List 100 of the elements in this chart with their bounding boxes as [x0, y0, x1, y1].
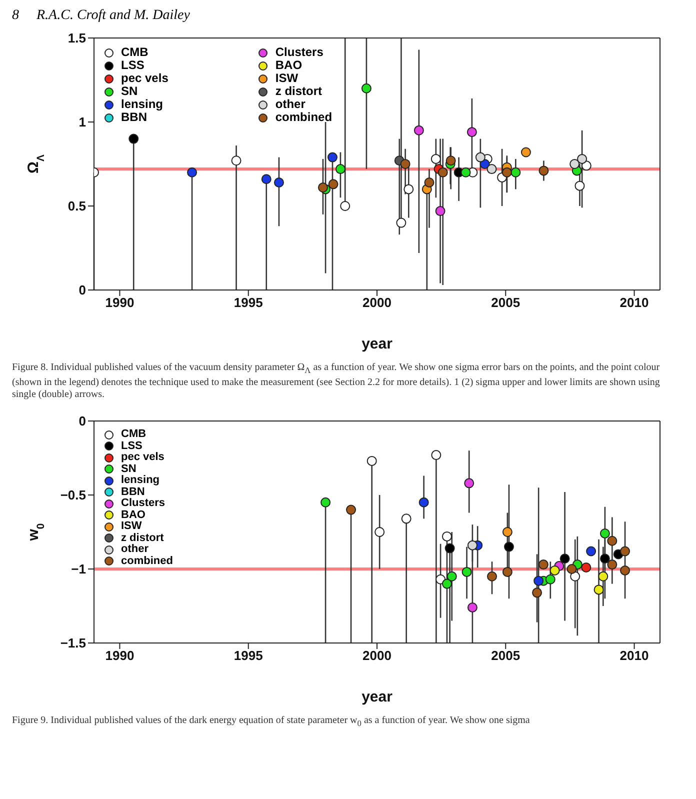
legend-label: ISW [275, 71, 298, 85]
legend-label: Clusters [275, 45, 324, 59]
point [261, 174, 272, 184]
legend-label: lensing [121, 97, 164, 111]
x-tick-label: 2005 [491, 648, 520, 664]
point [442, 531, 452, 542]
point [435, 206, 446, 216]
point [442, 578, 452, 589]
legend-label: other [121, 543, 148, 556]
x-tick-label: 2010 [620, 648, 649, 664]
x-axis-title: year [362, 336, 393, 353]
point [520, 147, 531, 158]
legend-label: BAO [121, 508, 146, 521]
point [366, 456, 377, 466]
point [510, 167, 521, 178]
legend-label: CMB [121, 45, 148, 59]
point [538, 166, 549, 176]
x-axis-title: year [362, 688, 393, 706]
point [404, 184, 414, 194]
point [502, 566, 512, 577]
point [502, 527, 512, 537]
legend-label: LSS [121, 440, 142, 452]
point [346, 504, 356, 515]
point [462, 566, 472, 577]
x-tick-label: 2005 [491, 295, 520, 310]
legend-label: other [275, 97, 306, 111]
point [340, 201, 350, 211]
point [318, 182, 328, 193]
legend-label: BBN [121, 110, 147, 124]
point [577, 154, 588, 164]
point [128, 134, 139, 144]
legend-label: BBN [121, 486, 145, 498]
y-tick-label: 0.5 [68, 198, 86, 214]
point [231, 156, 242, 166]
point [534, 576, 544, 586]
y-tick-label: 0 [78, 414, 86, 429]
point [502, 167, 512, 178]
point [418, 497, 429, 508]
point [581, 160, 592, 171]
y-tick-label: 1.5 [68, 30, 86, 46]
x-tick-label: 1990 [105, 648, 134, 664]
x-tick-label: 2000 [362, 648, 392, 664]
point [504, 542, 514, 552]
point [574, 180, 585, 191]
point [327, 152, 338, 162]
legend-label: combined [275, 110, 332, 124]
point [438, 167, 448, 178]
point [620, 565, 630, 576]
point [607, 560, 618, 570]
legend-label: pec vels [121, 451, 164, 464]
legend-label: combined [121, 554, 173, 567]
point [400, 159, 410, 169]
caption: Figure 9. Individual published values of the dark energy equation of state parameter w$_{0}$ as a function of year. We show one sigma [12, 715, 531, 730]
x-tick-label: 1995 [234, 295, 263, 310]
point [446, 156, 456, 166]
point [320, 497, 331, 508]
point [620, 546, 630, 556]
y-tick-label: −1 [71, 562, 86, 577]
point [600, 554, 610, 564]
legend-label: z distort [121, 532, 164, 544]
point [607, 536, 618, 546]
point [335, 164, 346, 174]
point [598, 571, 608, 582]
x-tick-label: 2000 [362, 295, 392, 310]
point [475, 152, 486, 162]
point [431, 450, 442, 460]
point [374, 527, 385, 537]
legend-label: Clusters [121, 497, 166, 510]
legend-label: LSS [121, 58, 144, 72]
x-tick-label: 2010 [620, 295, 649, 310]
y-tick-label: −1.5 [60, 636, 86, 651]
point [444, 543, 455, 554]
point [466, 127, 477, 138]
point [361, 83, 372, 94]
legend-label: CMB [121, 428, 146, 440]
legend-label: SN [121, 462, 136, 475]
point [430, 154, 441, 164]
legend-label: lensing [121, 474, 160, 486]
point [550, 565, 560, 576]
point [486, 164, 497, 174]
legend-label: SN [121, 84, 138, 98]
point [545, 574, 556, 584]
caption: Figure 8. Individual published values of the vacuum density parameter Ω$_{Λ}$ as a function of year. We show one sigma error bars on the points, and the point colour (shown in the legend) denotes the technique used to make the measurement (see Section 2.2 for more details). 1 (2) sigma upper and lower limits are shown using single (double) arrows. [12, 362, 661, 401]
point [274, 177, 284, 188]
point [566, 564, 577, 574]
point [328, 179, 338, 190]
point [401, 514, 412, 524]
point [570, 159, 580, 169]
point [538, 560, 548, 570]
point [187, 167, 198, 178]
legend-label: BAO [275, 58, 302, 72]
point [467, 540, 478, 550]
point [487, 571, 497, 582]
point [560, 554, 570, 564]
point [467, 602, 478, 612]
point [464, 478, 474, 488]
point [594, 584, 604, 595]
text: 8 R.A.C. Croft and M. Dailey [12, 8, 191, 24]
y-tick-label: 1 [78, 114, 86, 130]
point [532, 588, 542, 598]
